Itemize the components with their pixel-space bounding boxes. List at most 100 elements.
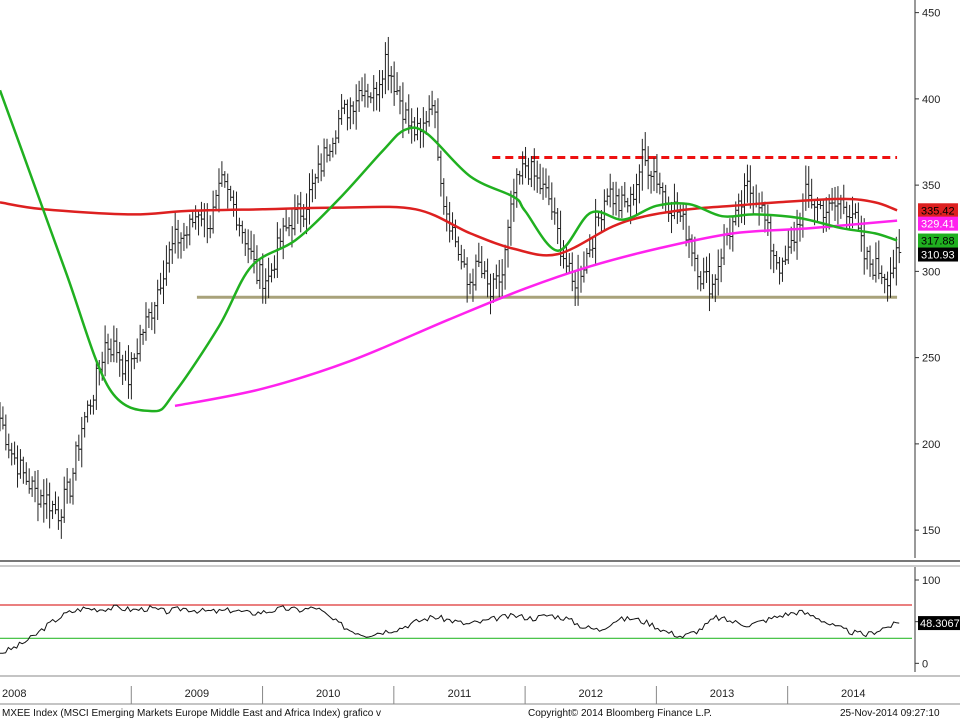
price-bar <box>611 181 616 216</box>
price-bar <box>252 234 257 274</box>
price-bar <box>91 394 96 415</box>
price-bar <box>120 354 125 385</box>
price-bar <box>625 197 630 213</box>
year-label: 2010 <box>316 688 340 700</box>
price-bar <box>158 272 163 295</box>
price-bar <box>724 227 729 246</box>
price-bar <box>441 178 446 215</box>
price-bar <box>640 138 645 191</box>
price-bar <box>459 244 464 270</box>
price-bar <box>298 191 303 233</box>
rsi-tick-label: 100 <box>922 575 940 587</box>
svg-text:335.42: 335.42 <box>921 205 955 217</box>
price-bar <box>15 445 20 488</box>
year-label: 2008 <box>2 688 26 700</box>
price-bar <box>111 325 116 363</box>
price-bar <box>345 99 350 131</box>
price-bar <box>397 85 402 115</box>
time-axis: 2008 2009 2010 2011 2012 2013 2014 <box>0 675 960 705</box>
price-bar <box>342 99 347 115</box>
price-bar <box>689 234 694 267</box>
red-moving-average <box>0 197 898 257</box>
price-bar <box>584 248 589 274</box>
price-bar <box>716 249 721 296</box>
price-bar <box>508 190 513 246</box>
price-bar <box>117 341 122 377</box>
price-bar <box>631 184 636 206</box>
price-bar <box>30 476 35 497</box>
price-bar <box>552 197 557 225</box>
price-bar <box>634 173 639 215</box>
price-bar <box>324 138 329 163</box>
price-bar <box>41 479 46 523</box>
price-bar <box>771 243 776 274</box>
price-bar <box>403 102 408 124</box>
rsi-last-value-tag: 48.3067 <box>918 616 960 631</box>
price-bar <box>94 363 99 410</box>
price-bar <box>360 77 365 102</box>
price-bar <box>602 189 607 231</box>
price-bar <box>590 237 595 258</box>
price-bar <box>762 201 767 233</box>
price-bar <box>27 468 32 494</box>
price-bar <box>103 325 108 377</box>
price-bar <box>365 83 370 108</box>
price-bar <box>68 478 73 504</box>
price-bar <box>567 253 572 273</box>
price-bar <box>482 261 487 279</box>
price-bar <box>143 302 148 341</box>
price-bar <box>596 212 601 227</box>
price-bar <box>835 186 840 225</box>
price-bar <box>897 229 902 264</box>
price-bar <box>170 226 175 264</box>
price-bar <box>546 175 551 206</box>
price-bar <box>354 84 359 130</box>
price-bar <box>114 328 119 363</box>
price-tick-label: 300 <box>922 266 940 278</box>
price-bar <box>543 168 548 198</box>
price-bar <box>132 353 137 370</box>
price-bar <box>383 42 388 95</box>
price-bar <box>47 482 52 529</box>
price-bar <box>0 406 5 430</box>
red-ma-tag: 335.42 <box>918 203 958 218</box>
price-bar <box>141 328 146 345</box>
price-bar <box>719 248 724 283</box>
price-bar <box>622 182 627 208</box>
price-bar <box>751 186 756 216</box>
price-bar <box>511 178 516 222</box>
price-bar <box>254 245 259 285</box>
price-bar <box>377 70 382 112</box>
price-bar <box>152 301 157 334</box>
price-bar <box>281 217 286 260</box>
price-bar <box>322 138 327 177</box>
price-bar <box>409 108 414 144</box>
year-label: 2013 <box>710 688 734 700</box>
price-bar <box>710 274 715 299</box>
price-bar <box>278 228 283 249</box>
price-bar <box>657 172 662 195</box>
price-tick-label: 250 <box>922 353 940 365</box>
price-bar <box>219 161 224 187</box>
price-bar <box>535 160 540 193</box>
price-bar <box>85 400 90 423</box>
price-bar <box>649 170 654 194</box>
price-bar <box>742 173 747 225</box>
footer-center: Copyright© 2014 Bloomberg Finance L.P. <box>528 708 712 719</box>
price-bar <box>208 215 213 239</box>
price-bar <box>517 170 522 185</box>
price-bar <box>870 259 875 280</box>
price-bar <box>745 164 750 203</box>
price-bar <box>427 95 432 127</box>
price-bar <box>123 350 128 381</box>
price-bar <box>222 171 227 188</box>
price-bar <box>225 173 230 209</box>
rsi-tick-label: 0 <box>922 658 928 670</box>
price-bar <box>873 242 878 283</box>
price-bar <box>646 146 651 190</box>
price-bar <box>38 489 43 508</box>
price-bar <box>202 203 207 238</box>
price-bar <box>65 468 70 504</box>
price-bar <box>73 441 78 481</box>
price-bar <box>833 186 838 221</box>
